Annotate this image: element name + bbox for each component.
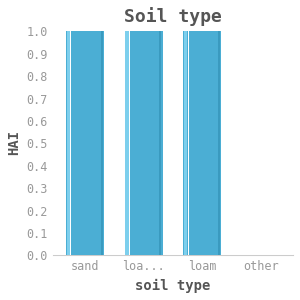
Bar (159, 32, 161, 256)
Bar (124, 32, 163, 256)
Bar (129, 32, 130, 256)
Bar (125, 32, 129, 256)
Bar (184, 32, 187, 256)
Bar (188, 32, 189, 256)
Bar (183, 32, 221, 256)
Bar (100, 32, 103, 256)
Title: Soil type: Soil type (124, 7, 222, 26)
Bar (66, 32, 104, 256)
Bar (218, 32, 220, 256)
X-axis label: soil type: soil type (135, 279, 211, 293)
Bar (67, 32, 70, 256)
Y-axis label: HAI: HAI (7, 130, 21, 155)
Bar (70, 32, 71, 256)
